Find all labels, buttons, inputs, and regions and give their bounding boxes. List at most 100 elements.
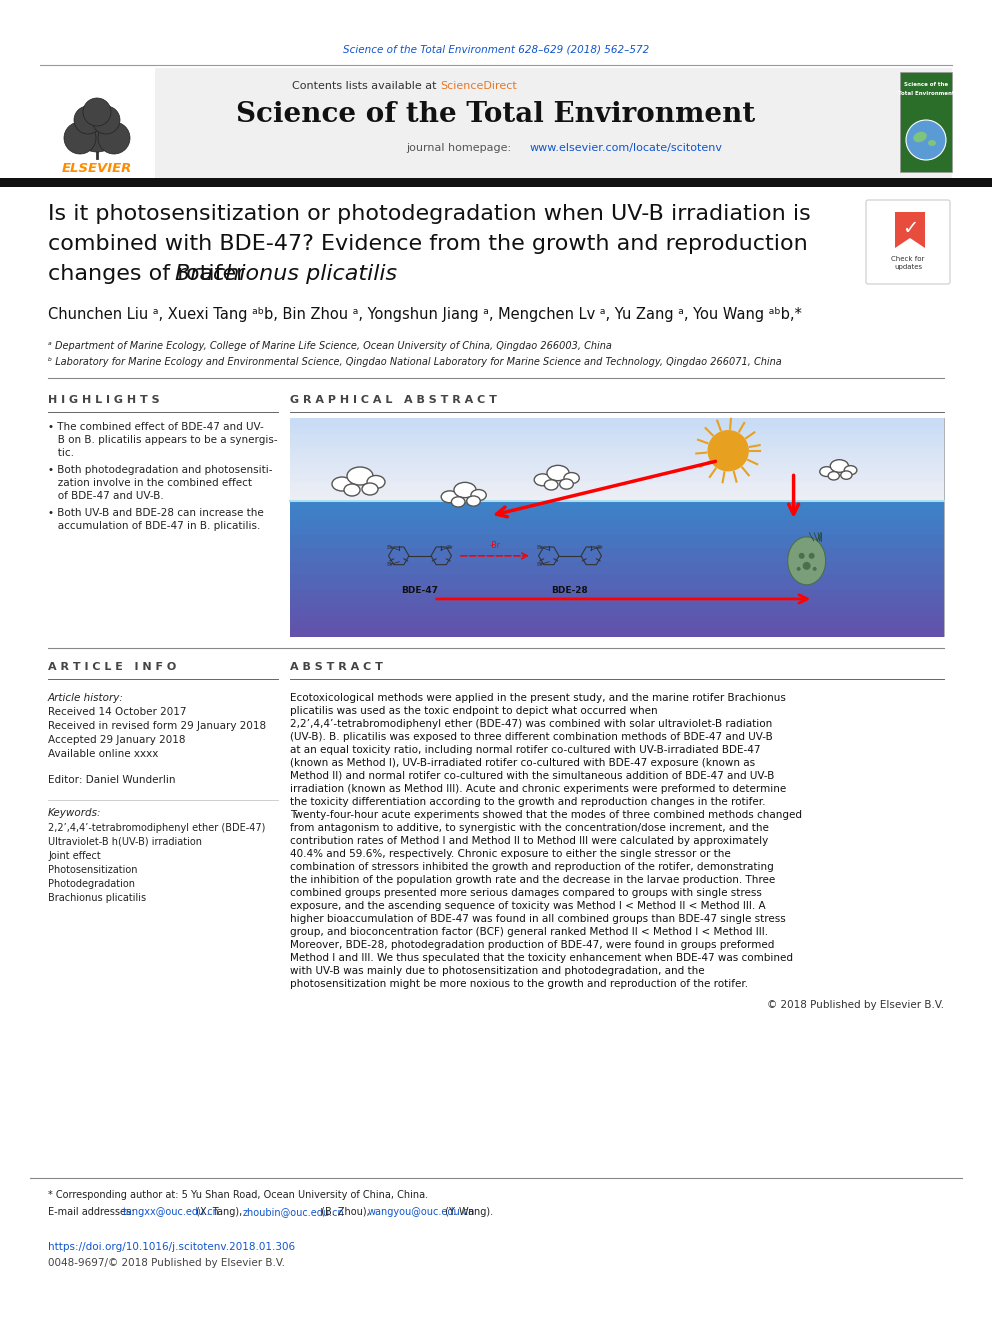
Circle shape <box>98 122 130 153</box>
Text: wangyou@ouc.edu.cn: wangyou@ouc.edu.cn <box>368 1207 475 1217</box>
Circle shape <box>812 566 816 570</box>
Circle shape <box>92 106 120 134</box>
Bar <box>290 630 944 636</box>
Text: plicatilis was used as the toxic endpoint to depict what occurred when: plicatilis was used as the toxic endpoin… <box>290 706 658 716</box>
Text: • Both UV-B and BDE-28 can increase the: • Both UV-B and BDE-28 can increase the <box>48 508 264 519</box>
Text: H I G H L I G H T S: H I G H L I G H T S <box>48 396 160 405</box>
Text: G R A P H I C A L   A B S T R A C T: G R A P H I C A L A B S T R A C T <box>290 396 497 405</box>
Bar <box>290 438 944 442</box>
Text: combination of stressors inhibited the growth and reproduction of the rotifer, d: combination of stressors inhibited the g… <box>290 863 774 872</box>
Text: the toxicity differentiation according to the growth and reproduction changes in: the toxicity differentiation according t… <box>290 796 766 807</box>
Text: tangxx@ouc.edu.cn: tangxx@ouc.edu.cn <box>123 1207 219 1217</box>
Text: (B. Zhou),: (B. Zhou), <box>317 1207 373 1217</box>
Text: Method II) and normal rotifer co-cultured with the simultaneous addition of BDE-: Method II) and normal rotifer co-culture… <box>290 771 775 781</box>
Text: Br: Br <box>387 562 394 566</box>
Bar <box>290 421 944 426</box>
Ellipse shape <box>914 132 927 143</box>
Bar <box>290 427 944 433</box>
Text: Brachionus plicatilis: Brachionus plicatilis <box>48 893 146 904</box>
Text: • Both photodegradation and photosensiti-: • Both photodegradation and photosensiti… <box>48 464 273 475</box>
Text: Accepted 29 January 2018: Accepted 29 January 2018 <box>48 736 186 745</box>
Text: (known as Method I), UV-B-irradiated rotifer co-cultured with BDE-47 exposure (k: (known as Method I), UV-B-irradiated rot… <box>290 758 755 767</box>
Bar <box>290 464 944 468</box>
Bar <box>290 589 944 597</box>
Text: Chunchen Liu ᵃ, Xuexi Tang ᵃᵇb, Bin Zhou ᵃ, Yongshun Jiang ᵃ, Mengchen Lv ᵃ, Yu : Chunchen Liu ᵃ, Xuexi Tang ᵃᵇb, Bin Zhou… <box>48 307 802 323</box>
Bar <box>40 67 952 179</box>
Bar <box>290 602 944 610</box>
Text: A B S T R A C T: A B S T R A C T <box>290 662 383 672</box>
Text: Total Environment: Total Environment <box>898 91 954 97</box>
Text: of BDE-47 and UV-B.: of BDE-47 and UV-B. <box>48 491 164 501</box>
Ellipse shape <box>819 467 833 476</box>
Bar <box>290 497 944 501</box>
Bar <box>290 462 944 466</box>
Text: zhoubin@ouc.edu.cn: zhoubin@ouc.edu.cn <box>243 1207 345 1217</box>
Ellipse shape <box>332 478 352 491</box>
Text: accumulation of BDE-47 in B. plicatilis.: accumulation of BDE-47 in B. plicatilis. <box>48 521 260 531</box>
Text: ᵇ Laboratory for Marine Ecology and Environmental Science, Qingdao National Labo: ᵇ Laboratory for Marine Ecology and Envi… <box>48 357 782 366</box>
Text: 0048-9697/© 2018 Published by Elsevier B.V.: 0048-9697/© 2018 Published by Elsevier B… <box>48 1258 285 1267</box>
Text: zation involve in the combined effect: zation involve in the combined effect <box>48 478 252 488</box>
Text: group, and bioconcentration factor (BCF) general ranked Method II < Method I < M: group, and bioconcentration factor (BCF)… <box>290 927 768 937</box>
Text: photosensitization might be more noxious to the growth and reproduction of the r: photosensitization might be more noxious… <box>290 979 748 990</box>
Circle shape <box>799 553 805 558</box>
Bar <box>290 434 944 439</box>
Text: at an equal toxicity ratio, including normal rotifer co-cultured with UV-B-irrad: at an equal toxicity ratio, including no… <box>290 745 761 755</box>
Text: exposure, and the ascending sequence of toxicity was Method I < Method II < Meth: exposure, and the ascending sequence of … <box>290 901 766 912</box>
Text: Photosensitization: Photosensitization <box>48 865 138 875</box>
Bar <box>290 425 944 429</box>
Ellipse shape <box>535 474 552 486</box>
Text: Br: Br <box>446 545 453 550</box>
Ellipse shape <box>830 459 848 472</box>
Text: A R T I C L E   I N F O: A R T I C L E I N F O <box>48 662 177 672</box>
Text: higher bioaccumulation of BDE-47 was found in all combined groups than BDE-47 si: higher bioaccumulation of BDE-47 was fou… <box>290 914 786 923</box>
Bar <box>290 447 944 452</box>
Ellipse shape <box>367 475 385 488</box>
Text: ᵃ Department of Marine Ecology, College of Marine Life Science, Ocean University: ᵃ Department of Marine Ecology, College … <box>48 341 612 351</box>
Circle shape <box>75 108 119 152</box>
Text: Brachionus plicatilis: Brachionus plicatilis <box>175 265 397 284</box>
Text: Science of the: Science of the <box>904 82 948 87</box>
Bar <box>290 491 944 495</box>
Text: Science of the Total Environment 628–629 (2018) 562–572: Science of the Total Environment 628–629… <box>343 45 649 56</box>
Bar <box>290 418 944 636</box>
FancyBboxPatch shape <box>866 200 950 284</box>
Text: tic.: tic. <box>48 448 74 458</box>
Ellipse shape <box>928 140 936 146</box>
Bar <box>290 431 944 435</box>
Bar <box>290 562 944 569</box>
Ellipse shape <box>344 484 360 496</box>
Text: © 2018 Published by Elsevier B.V.: © 2018 Published by Elsevier B.V. <box>767 1000 944 1009</box>
Bar <box>290 458 944 462</box>
Ellipse shape <box>559 479 573 490</box>
Ellipse shape <box>451 497 465 507</box>
Circle shape <box>808 553 814 558</box>
Bar <box>290 609 944 617</box>
Text: Article history:: Article history: <box>48 693 124 703</box>
Circle shape <box>83 98 111 126</box>
Text: Br: Br <box>596 545 603 550</box>
Text: 2,2’,4,4’-tetrabromodiphenyl ether (BDE-47) was combined with solar ultraviolet-: 2,2’,4,4’-tetrabromodiphenyl ether (BDE-… <box>290 718 772 729</box>
Bar <box>290 623 944 630</box>
Text: contribution rates of Method I and Method II to Method III were calculated by ap: contribution rates of Method I and Metho… <box>290 836 768 845</box>
Bar <box>290 471 944 475</box>
Text: combined groups presented more serious damages compared to groups with single st: combined groups presented more serious d… <box>290 888 762 898</box>
Bar <box>290 478 944 482</box>
Ellipse shape <box>828 471 839 480</box>
Text: 40.4% and 59.6%, respectively. Chronic exposure to either the single stressor or: 40.4% and 59.6%, respectively. Chronic e… <box>290 849 731 859</box>
Circle shape <box>797 566 801 570</box>
Text: Ultraviolet-B h(UV-B) irradiation: Ultraviolet-B h(UV-B) irradiation <box>48 837 202 847</box>
Bar <box>290 548 944 556</box>
Text: (Y. Wang).: (Y. Wang). <box>442 1207 493 1217</box>
Text: Check for: Check for <box>892 255 925 262</box>
Ellipse shape <box>362 483 378 495</box>
Text: journal homepage:: journal homepage: <box>406 143 515 153</box>
Text: Keywords:: Keywords: <box>48 808 101 818</box>
Bar <box>290 454 944 459</box>
Bar <box>290 521 944 529</box>
Text: ELSEVIER: ELSEVIER <box>62 161 132 175</box>
Bar <box>290 475 944 479</box>
Bar <box>290 541 944 549</box>
Circle shape <box>64 122 96 153</box>
Bar <box>290 495 944 499</box>
